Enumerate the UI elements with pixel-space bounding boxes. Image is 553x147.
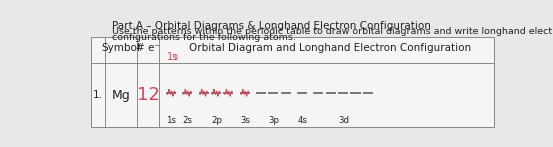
Text: Symbol: Symbol bbox=[102, 44, 140, 54]
FancyBboxPatch shape bbox=[91, 37, 494, 127]
Text: Orbital Diagram and Longhand Electron Configuration: Orbital Diagram and Longhand Electron Co… bbox=[189, 43, 471, 53]
Text: Part A – Orbital Diagrams & Longhand Electron Configuration: Part A – Orbital Diagrams & Longhand Ele… bbox=[112, 21, 431, 31]
Text: 12: 12 bbox=[137, 86, 160, 104]
Text: # e⁻: # e⁻ bbox=[136, 44, 160, 54]
Text: 1.: 1. bbox=[93, 90, 103, 100]
Text: Mg: Mg bbox=[112, 88, 131, 102]
Text: 2: 2 bbox=[174, 55, 178, 61]
Text: 1s: 1s bbox=[166, 116, 176, 125]
Text: 2s: 2s bbox=[182, 116, 192, 125]
Text: Use the patterns within the periodic table to draw orbital diagrams and write lo: Use the patterns within the periodic tab… bbox=[112, 27, 553, 36]
Text: configurations for the following atoms.: configurations for the following atoms. bbox=[112, 33, 296, 42]
Text: 3d: 3d bbox=[338, 116, 349, 125]
Text: 2p: 2p bbox=[211, 116, 222, 125]
Text: 1s: 1s bbox=[167, 52, 178, 62]
Text: 3p: 3p bbox=[268, 116, 279, 125]
Text: 4s: 4s bbox=[298, 116, 307, 125]
Text: 3s: 3s bbox=[240, 116, 250, 125]
